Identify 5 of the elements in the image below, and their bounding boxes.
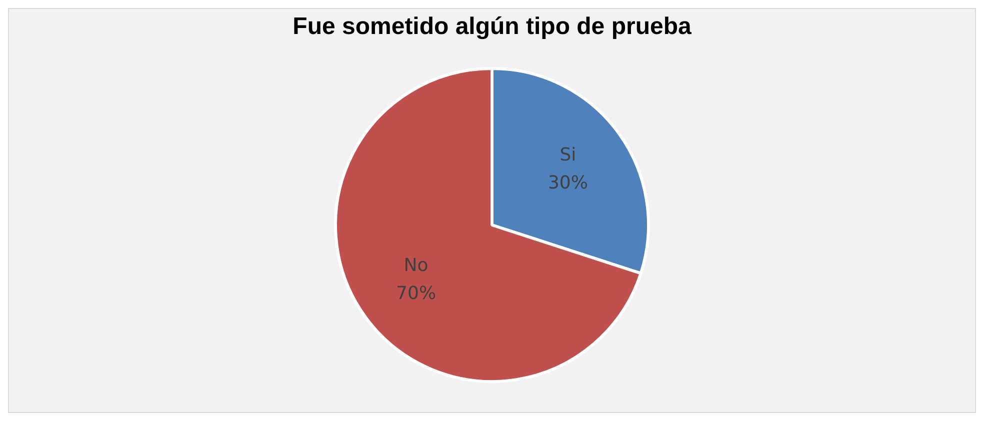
data-label: 70%	[396, 282, 436, 304]
slice-label: No	[404, 254, 428, 276]
chart-title: Fue sometido algún tipo de prueba	[292, 12, 692, 42]
slice-label: Si	[560, 144, 576, 166]
data-label: 30%	[548, 172, 588, 194]
